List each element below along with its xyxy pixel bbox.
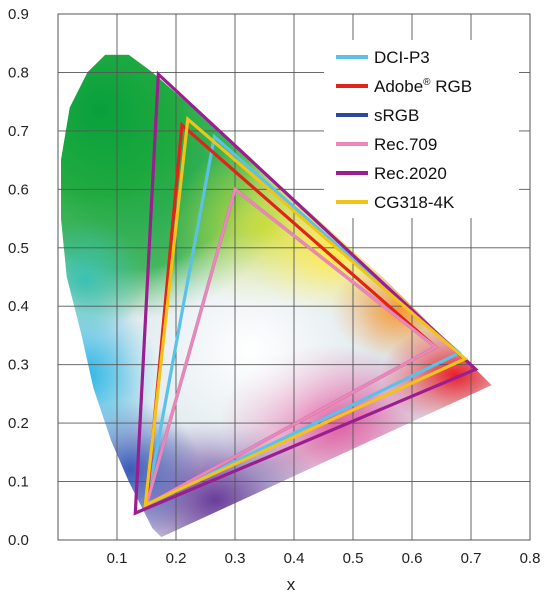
teal-region (61, 220, 145, 340)
gamut-rec-2020 (133, 70, 479, 516)
legend-item-adobe-rgb: Adobe® RGB (336, 77, 472, 96)
legend-label-adobe-main: Adobe (374, 77, 423, 96)
green-region-core (61, 54, 210, 230)
legend-label-adobe-rest: RGB (431, 77, 473, 96)
y-tick-label: 0.0 (8, 532, 29, 549)
legend-label-adobe-rgb: Adobe® RGB (374, 77, 472, 96)
legend-background (324, 40, 519, 218)
y-tick-label: 0.7 (8, 123, 29, 140)
x-tick-label: 0.4 (284, 550, 305, 567)
gamut-dci-p3 (144, 133, 463, 508)
gamut-cg318-4k (143, 115, 469, 508)
y-tick-label: 0.4 (8, 298, 29, 315)
x-axis-label: x (287, 575, 296, 594)
y-tick-label: 0.6 (8, 181, 29, 198)
legend-label-rec2020: Rec.2020 (374, 164, 447, 183)
y-tick-label: 0.2 (8, 415, 29, 432)
y-tick-label: 0.1 (8, 474, 29, 491)
x-tick-label: 0.5 (343, 550, 364, 567)
legend-label-adobe-sup: ® (423, 77, 431, 88)
y-tick-labels: 0.0 0.1 0.2 0.3 0.4 0.5 0.6 0.7 0.8 0.9 (8, 6, 29, 549)
legend-item-dci-p3: DCI-P3 (336, 48, 430, 67)
legend-label-cg318-4k: CG318-4K (374, 193, 455, 212)
y-tick-label: 0.9 (8, 6, 29, 23)
y-tick-label: 0.3 (8, 357, 29, 374)
y-tick-label: 0.8 (8, 64, 29, 81)
legend-label-srgb: sRGB (374, 106, 419, 125)
legend-label-dci-p3: DCI-P3 (374, 48, 430, 67)
legend-item-cg318-4k: CG318-4K (336, 193, 455, 212)
legend-item-rec2020: Rec.2020 (336, 164, 447, 183)
legend-item-srgb: sRGB (336, 106, 419, 125)
legend: DCI-P3 Adobe® RGB sRGB Rec.709 Rec.2020 … (324, 40, 519, 218)
x-tick-label: 0.1 (107, 550, 128, 567)
gamut-rec-709 (143, 186, 439, 509)
x-tick-label: 0.2 (166, 550, 187, 567)
x-tick-label: 0.7 (461, 550, 482, 567)
x-tick-label: 0.3 (225, 550, 246, 567)
legend-label-rec709: Rec.709 (374, 135, 437, 154)
gamut-triangles (133, 70, 479, 516)
x-tick-label: 0.6 (402, 550, 423, 567)
x-tick-label: 0.8 (520, 550, 541, 567)
y-tick-label: 0.5 (8, 240, 29, 257)
legend-item-rec709: Rec.709 (336, 135, 437, 154)
x-tick-labels: 0.1 0.2 0.3 0.4 0.5 0.6 0.7 0.8 (107, 550, 541, 567)
